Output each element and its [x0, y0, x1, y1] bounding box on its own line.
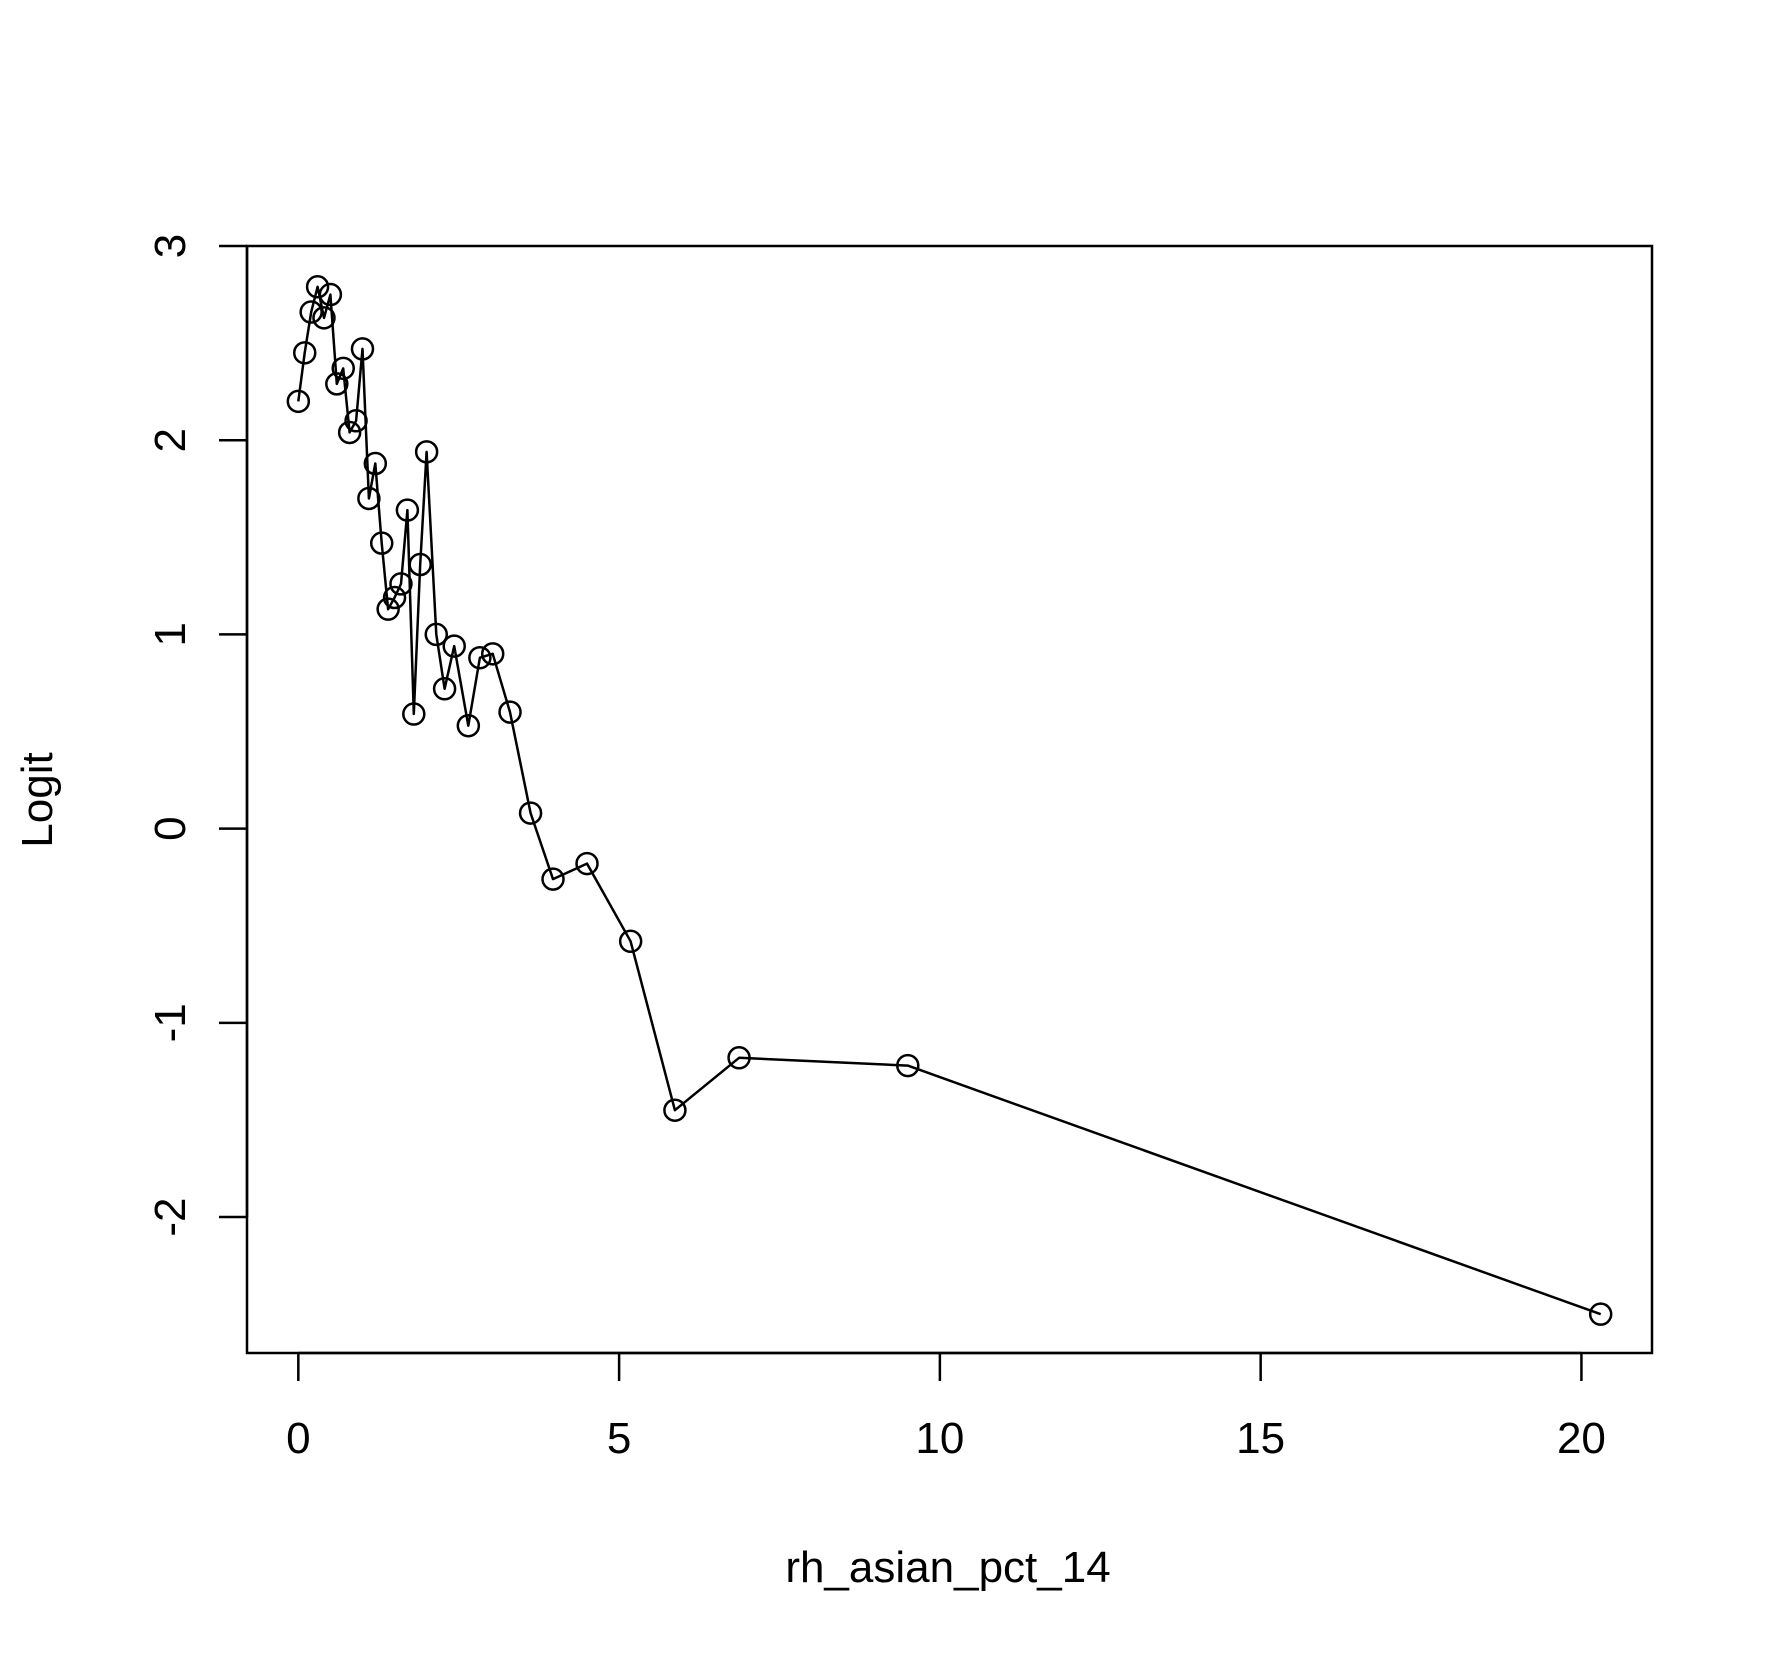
data-point	[1588, 1302, 1613, 1326]
data-point	[414, 440, 439, 464]
series-line	[297, 285, 1602, 1316]
x-tick-label: 0	[286, 1414, 310, 1463]
data-point	[305, 275, 330, 299]
x-axis-label: rh_asian_pct_14	[785, 1543, 1110, 1592]
data-point	[498, 700, 522, 724]
data-point	[312, 306, 336, 330]
data-point	[350, 337, 375, 361]
data-point	[575, 851, 599, 876]
data-point	[424, 622, 449, 647]
plot-frame	[245, 244, 1654, 1355]
data-point	[727, 1046, 751, 1070]
data-point	[363, 451, 388, 476]
x-axis: 0 5 10 15 20	[286, 1351, 1606, 1463]
data-point	[468, 645, 492, 670]
data-point	[369, 531, 394, 555]
x-tick-label: 20	[1557, 1414, 1606, 1463]
data-point	[318, 282, 343, 307]
y-tick-label: -1	[146, 1003, 195, 1042]
data-point	[408, 552, 432, 577]
y-axis-label: Logit	[13, 752, 62, 847]
data-point	[896, 1053, 920, 1078]
data-point	[376, 597, 400, 621]
x-tick-label: 5	[607, 1414, 631, 1463]
y-axis: -2 -1 0 1 2 3	[146, 234, 249, 1237]
data-point	[286, 389, 311, 414]
y-tick-label: -2	[146, 1197, 195, 1236]
data-point	[395, 498, 420, 522]
data-point	[456, 713, 481, 738]
y-tick-label: 2	[146, 428, 195, 452]
data-point	[442, 634, 466, 658]
data-point	[357, 486, 381, 511]
data-point	[389, 572, 413, 596]
data-point	[382, 585, 407, 610]
data-point	[663, 1098, 687, 1122]
x-tick-label: 10	[915, 1414, 964, 1463]
data-point	[518, 801, 543, 825]
series-layer	[286, 275, 1613, 1326]
data-point	[299, 300, 323, 324]
data-point	[402, 702, 426, 726]
y-tick-label: 1	[146, 622, 195, 646]
data-point	[337, 420, 362, 445]
data-point	[292, 341, 317, 365]
data-point	[331, 356, 355, 381]
data-point	[432, 677, 457, 701]
data-point	[480, 642, 505, 666]
y-tick-label: 0	[146, 816, 195, 840]
data-point	[325, 372, 349, 396]
data-point	[541, 867, 565, 891]
data-point	[618, 929, 643, 954]
x-tick-label: 15	[1236, 1414, 1285, 1463]
data-point	[344, 409, 368, 433]
y-tick-label: 3	[146, 234, 195, 258]
